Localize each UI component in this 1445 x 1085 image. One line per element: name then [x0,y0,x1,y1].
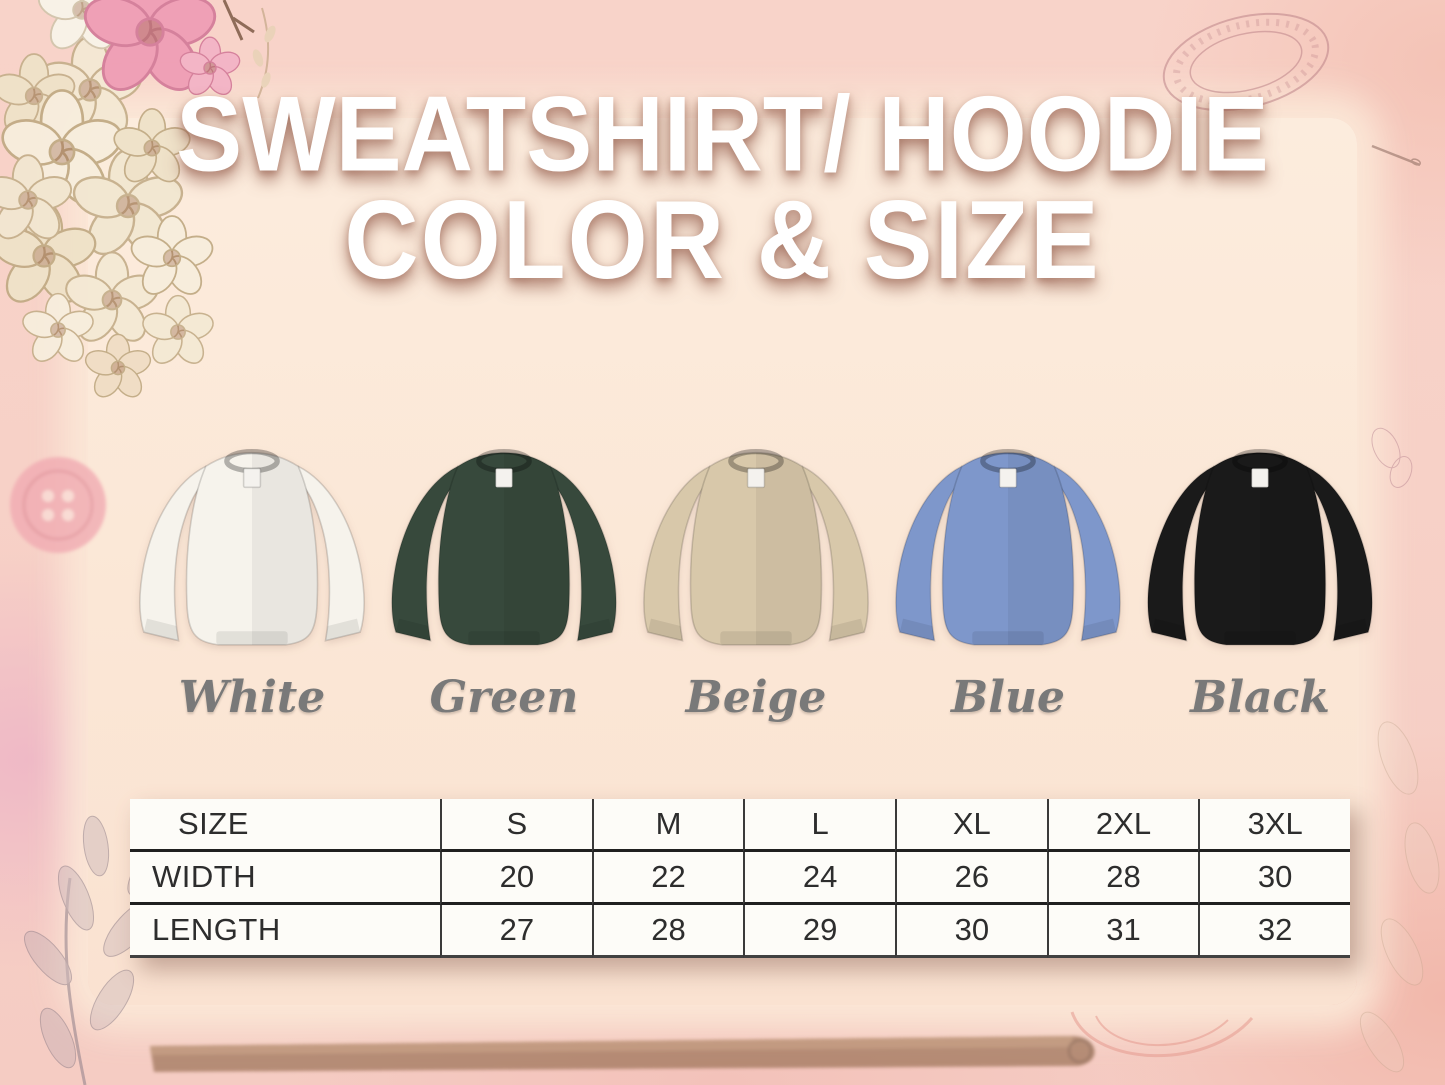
width-m: 22 [591,852,744,905]
title-line-2: COLOR & SIZE [344,177,1101,302]
row-label-length: LENGTH [130,905,440,958]
faint-leaves-decoration [1359,721,1440,1073]
length-s: 27 [440,905,592,958]
header-size: SIZE [130,799,440,852]
swatch-blue: Blue [882,418,1134,723]
sweatshirt-black-image [1134,418,1386,668]
width-xl: 26 [895,852,1047,905]
width-l: 24 [743,852,895,905]
sweatshirt-green-image [378,418,630,668]
sweatshirt-beige-image [630,418,882,668]
header-3xl: 3XL [1198,799,1350,852]
sprig-icon [252,7,276,99]
title-line-1: SWEATSHIRT/ HOODIE [176,73,1269,194]
width-3xl: 30 [1198,852,1350,905]
color-swatch-row: White Green Beige Blue Black [126,418,1319,723]
watercolor-arcs-decoration [1070,1011,1254,1057]
sweatshirt-blue-image [882,418,1134,668]
length-3xl: 32 [1198,905,1350,958]
length-m: 28 [591,905,744,958]
length-l: 29 [743,905,895,958]
header-l: L [743,799,895,852]
twig-icon [222,0,255,41]
button-decoration [10,457,106,553]
size-chart-table: SIZE S M L XL 2XL 3XL WIDTH 20 22 24 26 … [130,799,1350,958]
swatch-beige: Beige [630,418,882,723]
swatch-black: Black [1134,418,1386,723]
length-xl: 30 [895,905,1047,958]
swatch-white: White [126,418,378,723]
pencil-decoration [150,1036,1095,1072]
sweatshirt-white-image [126,418,378,668]
width-2xl: 28 [1046,852,1199,905]
page-title: SWEATSHIRT/ HOODIE COLOR & SIZE [0,79,1445,296]
color-label-white: White [178,672,326,723]
color-label-beige: Beige [685,672,827,723]
swatch-green: Green [378,418,630,723]
header-2xl: 2XL [1046,799,1199,852]
butterfly-icon [1371,427,1413,488]
color-label-green: Green [429,672,579,723]
needle-icon [1371,144,1422,167]
row-label-width: WIDTH [130,852,440,905]
width-s: 20 [440,852,592,905]
color-label-black: Black [1190,672,1330,723]
header-s: S [440,799,592,852]
header-m: M [591,799,744,852]
floral-corner-decoration [0,0,276,403]
header-xl: XL [895,799,1047,852]
length-2xl: 31 [1046,905,1199,958]
color-label-blue: Blue [951,672,1065,723]
